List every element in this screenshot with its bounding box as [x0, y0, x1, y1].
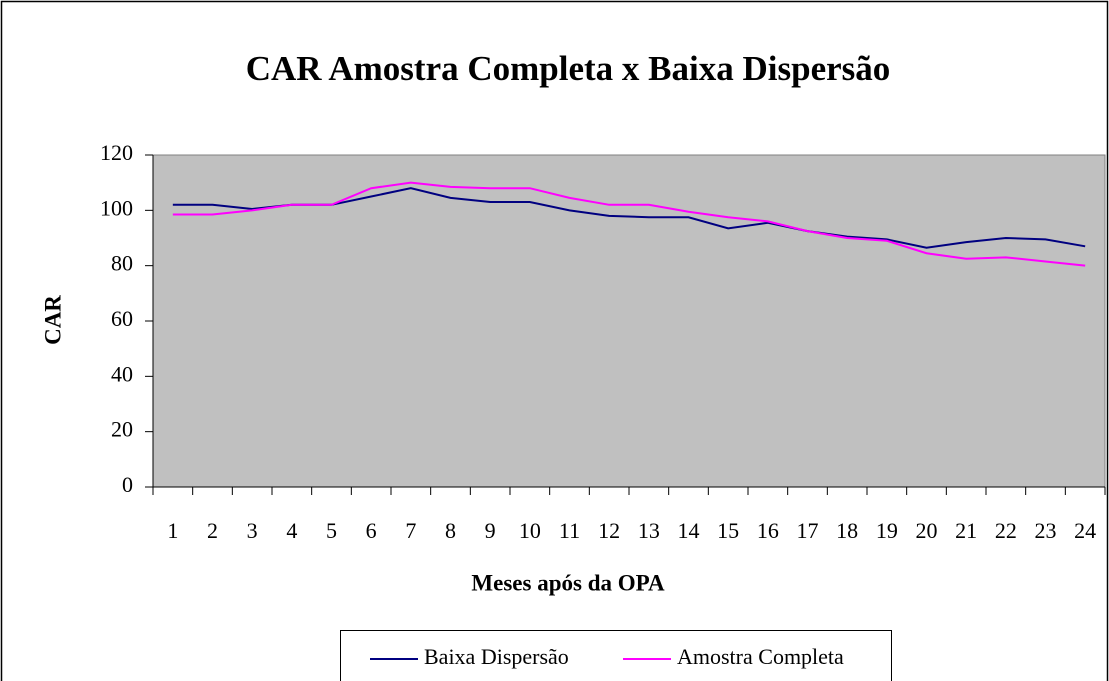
x-tick-label: 10	[519, 518, 541, 543]
legend-label: Amostra Completa	[677, 644, 844, 669]
x-tick-label: 8	[445, 518, 456, 543]
x-tick-label: 22	[995, 518, 1017, 543]
y-tick-label: 80	[111, 251, 133, 276]
chart-title: CAR Amostra Completa x Baixa Dispersão	[246, 49, 891, 88]
y-tick-label: 20	[111, 417, 133, 442]
y-axis-label: CAR	[40, 295, 65, 345]
x-tick-label: 17	[797, 518, 819, 543]
x-tick-label: 3	[247, 518, 258, 543]
x-tick-label: 4	[286, 518, 297, 543]
x-tick-label: 12	[598, 518, 620, 543]
x-tick-label: 20	[916, 518, 938, 543]
x-tick-label: 7	[405, 518, 416, 543]
x-tick-label: 19	[876, 518, 898, 543]
y-tick-label: 60	[111, 306, 133, 331]
x-axis-label: Meses após da OPA	[471, 570, 665, 595]
legend-box	[340, 630, 892, 681]
x-tick-label: 6	[366, 518, 377, 543]
y-tick-label: 100	[100, 195, 133, 220]
x-tick-label: 2	[207, 518, 218, 543]
y-tick-label: 40	[111, 361, 133, 386]
x-tick-label: 15	[717, 518, 739, 543]
plot-area	[152, 154, 1106, 488]
x-tick-label: 1	[167, 518, 178, 543]
x-tick-label: 11	[559, 518, 580, 543]
x-tick-label: 9	[485, 518, 496, 543]
x-tick-label: 23	[1035, 518, 1057, 543]
y-tick-label: 0	[122, 472, 133, 497]
x-tick-label: 21	[955, 518, 977, 543]
x-tick-label: 18	[836, 518, 858, 543]
y-tick-label: 120	[100, 140, 133, 165]
legend-label: Baixa Dispersão	[424, 644, 569, 669]
x-tick-label: 16	[757, 518, 779, 543]
line-series	[172, 181, 1086, 267]
x-tick-label: 13	[638, 518, 660, 543]
x-tick-label: 5	[326, 518, 337, 543]
x-tick-label: 14	[678, 518, 700, 543]
x-tick-label: 24	[1074, 518, 1096, 543]
